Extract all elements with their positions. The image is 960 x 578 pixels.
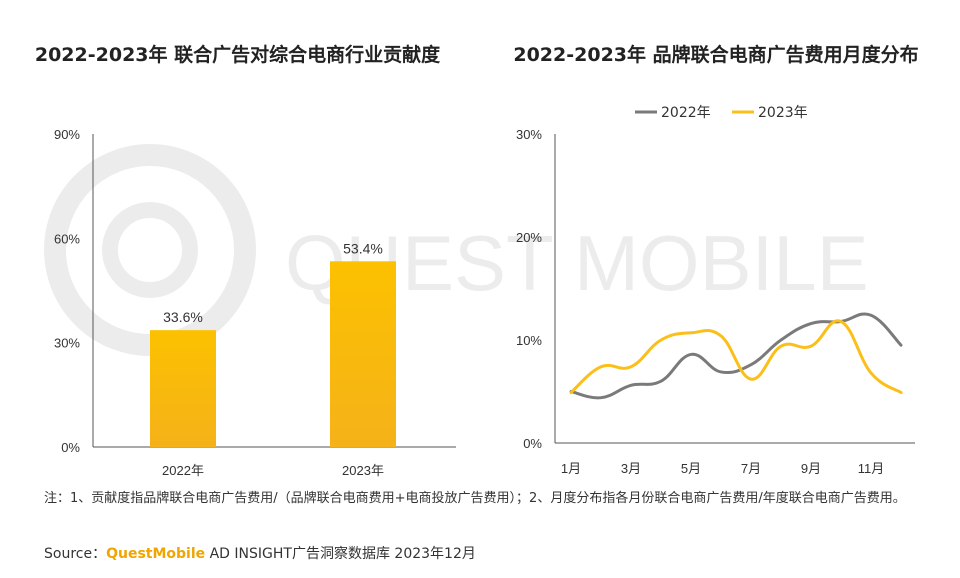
footnote: 注：1、贡献度指品牌联合电商广告费用/（品牌联合电商费用+电商投放广告费用）；2… [44,491,906,506]
bar-chart-title: 2022-2023年 联合广告对综合电商行业贡献度 [34,44,441,66]
source-rest: AD INSIGHT广告洞察数据库 2023年12月 [205,546,476,562]
line-y-tick-label: 30% [516,127,542,142]
line-x-tick-label: 9月 [801,461,821,476]
line-x-tick-label: 3月 [621,461,641,476]
bar-y-tick-label: 90% [54,127,80,142]
series-line-1 [569,312,903,400]
bar-value-label: 53.4% [343,240,383,256]
series-line-2 [569,319,903,395]
bar-x-tick-label: 2023年 [342,463,384,478]
bar-value-label: 33.6% [163,309,203,325]
line-chart-title: 2022-2023年 品牌联合电商广告费用月度分布 [513,44,919,66]
legend-label: 2023年 [758,105,808,121]
line-x-tick-label: 1月 [561,461,581,476]
line-y-tick-label: 0% [523,436,542,451]
bar-x-tick-label: 2022年 [162,463,204,478]
bar-y-tick-label: 60% [54,231,80,246]
line-y-tick-label: 20% [516,230,542,245]
bar-y-tick-label: 0% [61,440,80,455]
source-brand: QuestMobile [106,546,206,562]
line-x-tick-label: 5月 [681,461,701,476]
watermark-logo-icon [44,144,256,356]
bar-y-tick-label: 30% [54,336,80,351]
legend-label: 2022年 [661,105,711,121]
source-prefix: Source： [44,546,107,562]
line-x-tick-label: 11月 [858,461,885,476]
line-y-tick-label: 10% [516,333,542,348]
bar [330,261,396,447]
line-x-tick-label: 7月 [741,461,761,476]
source-line: Source：QuestMobile AD INSIGHT广告洞察数据库 202… [44,543,476,563]
bar [150,330,216,447]
